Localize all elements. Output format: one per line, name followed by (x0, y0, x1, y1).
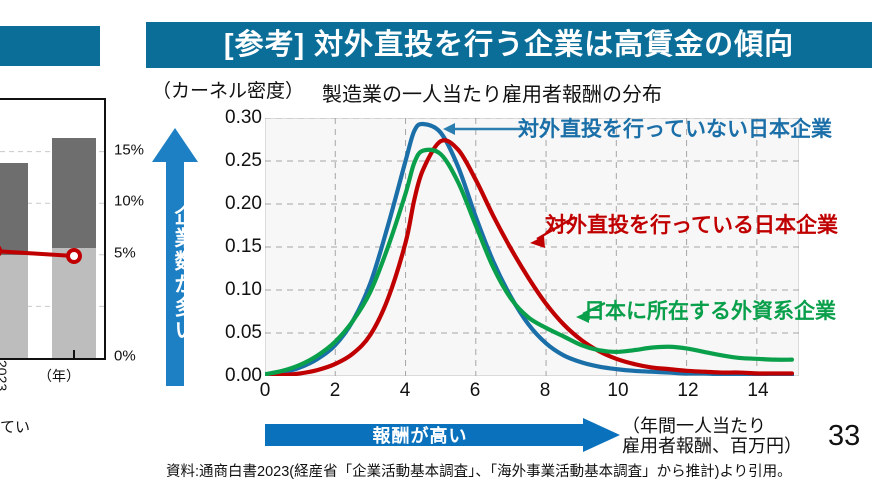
decorative-teal-bar (0, 26, 100, 66)
left-partial-chart-y-axis: 15% 10% 5% 0% (110, 98, 170, 365)
x-tick-8: 8 (539, 380, 551, 401)
y-tick-025: 0.25 (225, 150, 262, 171)
left-y-tick-5: 5% (114, 244, 136, 262)
density-curve (262, 147, 795, 377)
y-tick-000: 0.00 (225, 365, 262, 386)
x-axis-unit-line1: （年間一人当たり (622, 416, 766, 436)
more-companies-arrow-label: 企業数が多い (172, 204, 195, 342)
left-partial-chart: 15% 10% 5% 0% 2023 （年） てい (0, 98, 144, 436)
density-curve (262, 138, 795, 379)
source-note: 資料:通商白書2023(経産省「企業活動基本調査」、「海外事業活動基本調査」から… (166, 464, 792, 480)
left-partial-clipped-text: てい (0, 419, 31, 436)
higher-compensation-arrow: 報酬が高い (265, 418, 620, 452)
annotation-no-fdi-japanese-firms: 対外直投を行っていない日本企業 (518, 118, 832, 141)
left-partial-chart-svg (0, 138, 104, 358)
x-tick-6: 6 (469, 380, 481, 401)
x-axis-unit-line2: 雇用者報酬、百万円） (622, 436, 802, 457)
annotation-leaders (443, 123, 606, 323)
up-arrow-icon (152, 128, 198, 386)
page-number: 33 (828, 420, 861, 452)
annotation-fdi-japanese-firms: 対外直投を行っている日本企業 (545, 214, 838, 237)
left-y-tick-10: 10% (114, 192, 145, 210)
y-tick-005: 0.05 (225, 322, 262, 343)
x-tick-14: 14 (747, 380, 769, 401)
annotation-foreign-affiliates: 日本に所在する外資系企業 (584, 300, 836, 323)
left-y-tick-15: 15% (114, 141, 145, 159)
kernel-density-y-axis: 0.30 0.25 0.20 0.15 0.10 0.05 0.00 (196, 107, 262, 386)
x-tick-4: 4 (399, 380, 411, 401)
left-partial-chart-x-last-label: 2023 (0, 360, 10, 392)
right-arrow-icon (265, 418, 620, 452)
left-y-tick-0: 0% (114, 347, 136, 365)
page-title: [参考] 対外直投を行う企業は高賃金の傾向 (223, 28, 795, 61)
y-axis-unit-caption: （カーネル密度） (152, 81, 305, 102)
compensation-x-axis: 0 2 4 6 8 10 12 14 (240, 380, 820, 408)
slide-title-banner: [参考] 対外直投を行う企業は高賃金の傾向 (146, 22, 872, 68)
left-partial-chart-x-unit: （年） (38, 368, 80, 384)
x-tick-10: 10 (607, 380, 629, 401)
y-tick-015: 0.15 (225, 236, 262, 257)
more-companies-arrow: 企業数が多い (152, 128, 198, 386)
left-partial-plot-area (0, 98, 106, 360)
x-tick-12: 12 (677, 380, 699, 401)
horizontal-gridlines (265, 117, 799, 334)
kernel-density-chart-svg (262, 117, 800, 379)
y-tick-030: 0.30 (225, 107, 262, 128)
kernel-density-plot (262, 117, 800, 379)
chart-title: 製造業の一人当たり雇用者報酬の分布 (322, 84, 662, 106)
higher-compensation-arrow-label: 報酬が高い (372, 426, 468, 446)
y-tick-020: 0.20 (225, 193, 262, 214)
density-curves (262, 121, 795, 379)
x-tick-2: 2 (329, 380, 341, 401)
x-tick-0: 0 (259, 380, 271, 401)
x-axis-unit-caption: （年間一人当たり 雇用者報酬、百万円） (622, 416, 802, 456)
y-tick-010: 0.10 (225, 279, 262, 300)
